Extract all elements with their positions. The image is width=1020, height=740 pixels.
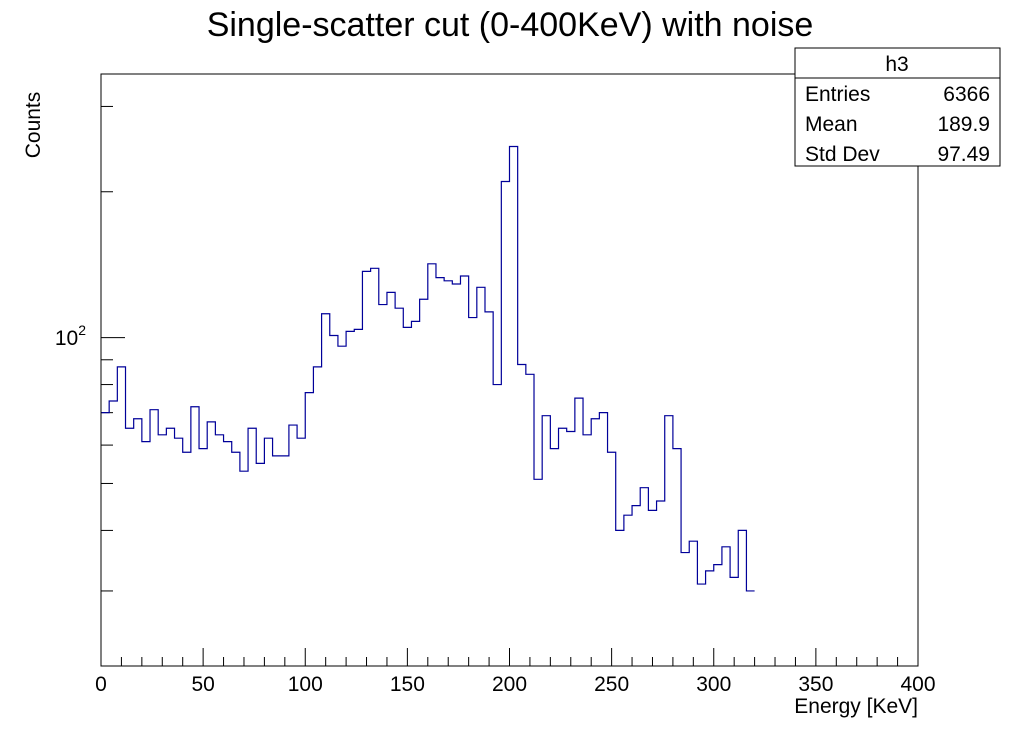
- stats-label-entries: Entries: [805, 83, 870, 106]
- stats-value-std-dev: 97.49: [937, 143, 990, 166]
- chart-title: Single-scatter cut (0-400KeV) with noise: [207, 6, 814, 44]
- y-axis-label: Counts: [22, 92, 45, 159]
- x-tick-label: 150: [390, 673, 425, 696]
- x-tick-label: 250: [594, 673, 629, 696]
- stats-value-entries: 6366: [943, 83, 990, 106]
- stats-box-title: h3: [885, 53, 908, 76]
- plot-frame: [100, 73, 919, 667]
- y-tick-label-100: 102: [55, 322, 86, 350]
- x-tick-label: 50: [191, 673, 214, 696]
- x-tick-label: 100: [288, 673, 323, 696]
- stats-value-mean: 189.9: [937, 113, 990, 136]
- x-tick-label: 0: [95, 673, 107, 696]
- stats-box: h3 Entries 6366 Mean 189.9 Std Dev 97.49: [794, 47, 1001, 167]
- histogram-series-h3: [101, 145, 755, 592]
- x-tick-label: 200: [492, 673, 527, 696]
- x-tick-label: 300: [696, 673, 731, 696]
- x-tick-label: 350: [798, 673, 833, 696]
- stats-label-std-dev: Std Dev: [805, 143, 880, 166]
- x-tick-label: 400: [900, 673, 935, 696]
- axis-ticks: [100, 105, 919, 666]
- x-axis-label: Energy [KeV]: [794, 695, 918, 718]
- stats-label-mean: Mean: [805, 113, 858, 136]
- stats-box-frame: [794, 47, 1001, 167]
- x-tick-labels: 0 50 100 150 200 250 300 350 400: [95, 673, 935, 696]
